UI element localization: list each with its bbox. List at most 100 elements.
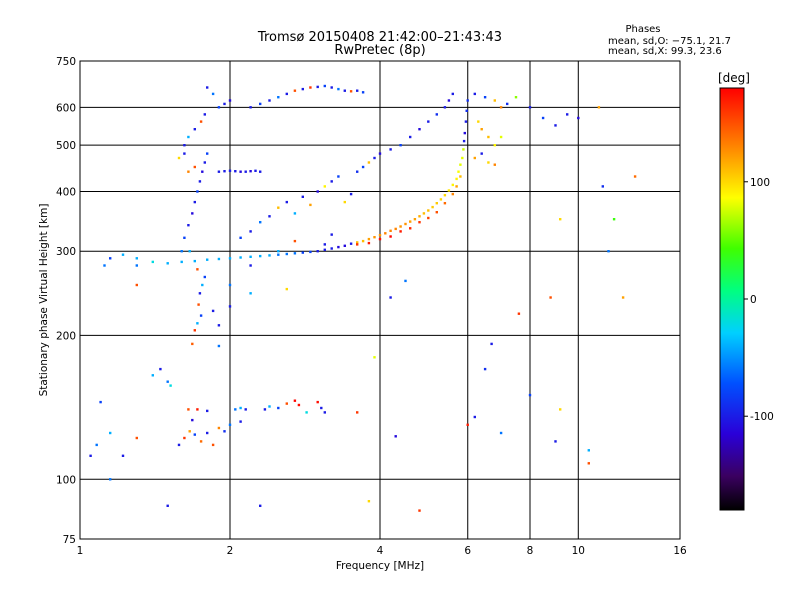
- data-point: [268, 99, 271, 102]
- data-point: [228, 169, 232, 172]
- data-point: [103, 264, 106, 267]
- data-point: [199, 120, 203, 123]
- data-point: [239, 420, 242, 423]
- data-point: [633, 175, 637, 178]
- data-point: [499, 431, 503, 435]
- data-point: [466, 99, 469, 102]
- data-point: [373, 156, 376, 160]
- data-point: [367, 161, 371, 164]
- data-point: [399, 225, 402, 228]
- data-point: [320, 406, 323, 410]
- data-point: [409, 135, 412, 139]
- data-points: [89, 84, 637, 512]
- colorbar-tick-label: 100: [750, 177, 770, 189]
- data-point: [330, 180, 333, 183]
- data-point: [228, 305, 232, 308]
- data-point: [413, 218, 417, 221]
- data-point: [234, 170, 237, 173]
- x-axis-label: Frequency [MHz]: [336, 560, 424, 572]
- data-point: [228, 283, 232, 287]
- grid: [80, 61, 680, 539]
- data-point: [587, 449, 590, 452]
- data-point: [435, 211, 438, 214]
- data-point: [285, 252, 288, 256]
- phases-heading: Phases: [625, 24, 660, 35]
- data-point: [121, 253, 125, 256]
- data-point: [259, 504, 262, 507]
- data-point: [389, 148, 392, 151]
- data-point: [206, 409, 209, 413]
- data-point: [612, 218, 616, 221]
- data-point: [293, 399, 297, 402]
- data-point: [473, 92, 476, 96]
- data-point: [367, 241, 371, 245]
- data-point: [451, 183, 454, 187]
- data-point: [293, 252, 297, 255]
- data-point: [418, 128, 421, 131]
- data-point: [193, 128, 196, 131]
- data-point: [356, 170, 359, 173]
- data-point: [621, 296, 625, 299]
- data-point: [499, 106, 503, 109]
- data-point: [493, 99, 496, 102]
- data-point: [356, 89, 359, 92]
- data-point: [367, 500, 371, 503]
- data-point: [249, 264, 252, 267]
- data-point: [244, 170, 247, 173]
- data-point: [268, 215, 271, 218]
- y-tick-label: 600: [56, 102, 76, 114]
- data-point: [316, 400, 319, 404]
- phases-x-stats: mean, sd,X: 99.3, 23.6: [608, 46, 722, 57]
- data-point: [166, 262, 169, 265]
- data-point: [435, 202, 438, 205]
- data-point: [199, 314, 203, 317]
- phases-o-stats: mean, sd,O: −75.1, 21.7: [608, 36, 731, 47]
- data-point: [99, 400, 102, 404]
- chart-title: Tromsø 20150408 21:42:00–21:43:43: [257, 30, 502, 45]
- data-point: [301, 195, 304, 198]
- data-point: [206, 152, 209, 155]
- axis-ticks: 1 2 4 6 8 10 16 75 100 200 300 400 500 600 750: [56, 56, 687, 557]
- data-point: [183, 436, 186, 440]
- data-point: [223, 430, 226, 433]
- data-point: [389, 235, 392, 238]
- data-point: [597, 106, 601, 109]
- data-point: [217, 106, 221, 109]
- data-point: [473, 156, 476, 160]
- data-point: [464, 120, 468, 123]
- data-point: [399, 144, 402, 147]
- data-point: [587, 462, 590, 465]
- y-tick-label: 300: [56, 246, 76, 258]
- data-point: [305, 411, 308, 414]
- data-point: [435, 113, 438, 116]
- data-point: [159, 367, 162, 371]
- data-point: [206, 431, 209, 435]
- data-point: [356, 243, 359, 246]
- data-point: [228, 423, 232, 426]
- data-point: [455, 177, 458, 181]
- data-point: [249, 170, 252, 173]
- data-point: [337, 245, 340, 249]
- data-point: [187, 135, 190, 139]
- data-point: [249, 292, 252, 295]
- data-point: [183, 144, 186, 147]
- data-point: [268, 405, 271, 408]
- data-point: [309, 250, 312, 254]
- data-point: [234, 408, 237, 411]
- data-point: [151, 374, 154, 377]
- data-point: [201, 170, 204, 173]
- data-point: [301, 251, 304, 254]
- data-point: [277, 253, 280, 256]
- data-point: [528, 393, 532, 397]
- data-point: [285, 92, 288, 96]
- data-point: [451, 192, 454, 196]
- data-point: [378, 234, 382, 237]
- data-point: [330, 233, 333, 236]
- data-point: [203, 275, 206, 279]
- data-point: [457, 170, 460, 173]
- data-point: [177, 156, 181, 160]
- data-point: [211, 309, 215, 313]
- data-point: [109, 257, 112, 260]
- data-point: [473, 415, 476, 419]
- data-point: [228, 99, 232, 102]
